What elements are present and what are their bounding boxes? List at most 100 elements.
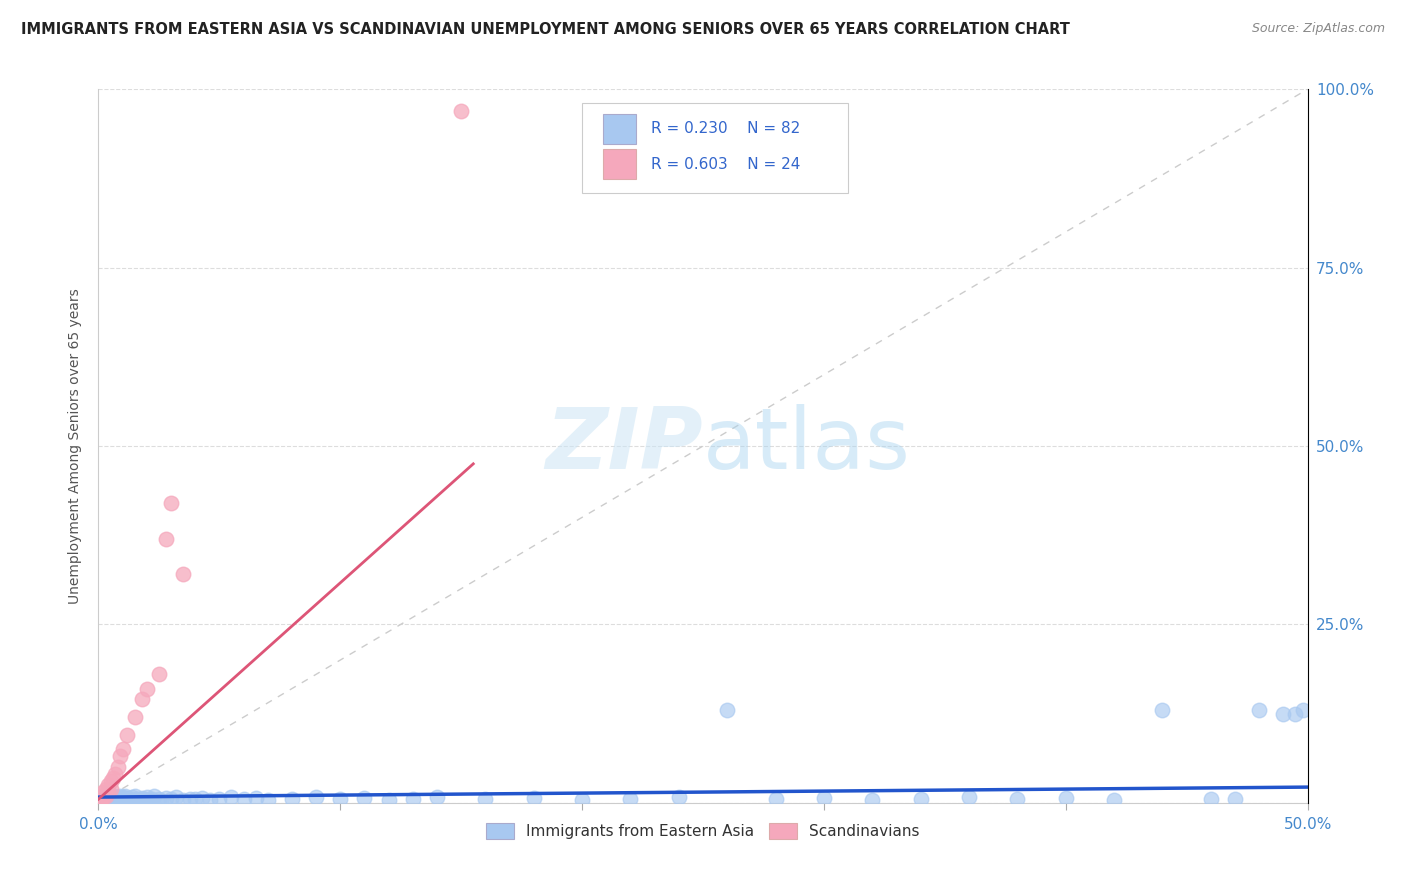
Point — [101, 771, 124, 785]
Text: R = 0.230    N = 82: R = 0.230 N = 82 — [651, 121, 800, 136]
Point — [97, 778, 120, 792]
Point — [138, 793, 160, 807]
Point — [474, 792, 496, 806]
Point — [150, 794, 173, 808]
Point — [100, 790, 122, 805]
Point — [619, 791, 641, 805]
Point — [108, 789, 131, 803]
Point — [134, 792, 156, 806]
Point — [305, 790, 328, 805]
Point — [148, 667, 170, 681]
Point — [1152, 703, 1174, 717]
Point — [100, 793, 122, 807]
Point — [668, 790, 690, 805]
Point — [1054, 790, 1077, 805]
Point — [165, 790, 187, 805]
Point — [91, 790, 114, 805]
Point — [329, 792, 352, 806]
Point — [94, 787, 117, 801]
Point — [155, 790, 177, 805]
Point — [97, 794, 120, 808]
Point — [114, 789, 136, 804]
Point — [118, 792, 141, 806]
Y-axis label: Unemployment Among Seniors over 65 years: Unemployment Among Seniors over 65 years — [69, 288, 83, 604]
FancyBboxPatch shape — [582, 103, 848, 193]
Point — [107, 793, 129, 807]
Point — [101, 790, 124, 805]
Point — [127, 791, 149, 805]
Point — [124, 710, 146, 724]
Point — [426, 790, 449, 805]
Point — [111, 793, 134, 807]
Point — [1223, 792, 1246, 806]
Point — [860, 793, 883, 807]
Point — [256, 793, 278, 807]
Point — [97, 785, 120, 799]
Point — [94, 789, 117, 803]
Point — [91, 794, 114, 808]
Point — [117, 794, 139, 808]
Text: IMMIGRANTS FROM EASTERN ASIA VS SCANDINAVIAN UNEMPLOYMENT AMONG SENIORS OVER 65 : IMMIGRANTS FROM EASTERN ASIA VS SCANDINA… — [21, 22, 1070, 37]
Point — [111, 790, 134, 805]
Point — [104, 767, 127, 781]
Point — [957, 790, 980, 805]
Point — [94, 781, 117, 796]
Point — [94, 792, 117, 806]
Point — [245, 790, 267, 805]
Text: Source: ZipAtlas.com: Source: ZipAtlas.com — [1251, 22, 1385, 36]
Point — [148, 792, 170, 806]
Point — [281, 791, 304, 805]
Point — [910, 791, 932, 805]
Point — [1272, 706, 1295, 721]
Point — [94, 789, 117, 803]
Point — [141, 791, 163, 805]
Point — [160, 496, 183, 510]
Point — [179, 791, 201, 805]
Point — [117, 728, 139, 742]
Point — [104, 789, 127, 804]
Bar — [603, 114, 637, 144]
Point — [104, 792, 127, 806]
Point — [100, 774, 122, 789]
Point — [184, 792, 207, 806]
Point — [135, 681, 157, 696]
Point — [716, 703, 738, 717]
Point — [450, 103, 472, 118]
Point — [117, 790, 139, 805]
Point — [97, 791, 120, 805]
Point — [765, 792, 787, 806]
Point — [97, 790, 120, 805]
Point — [91, 790, 114, 805]
Point — [191, 790, 214, 805]
Point — [107, 790, 129, 805]
Point — [128, 793, 150, 807]
Point — [124, 793, 146, 807]
Point — [114, 792, 136, 806]
Point — [1199, 791, 1222, 805]
Point — [232, 792, 254, 806]
Point — [198, 793, 221, 807]
Point — [523, 790, 546, 805]
Text: ZIP: ZIP — [546, 404, 703, 488]
Point — [107, 760, 129, 774]
Point — [121, 790, 143, 805]
Bar — [603, 149, 637, 179]
Point — [160, 792, 183, 806]
Legend: Immigrants from Eastern Asia, Scandinavians: Immigrants from Eastern Asia, Scandinavi… — [481, 817, 925, 845]
Point — [124, 789, 146, 804]
Point — [90, 789, 112, 803]
Point — [813, 790, 835, 805]
Point — [1249, 703, 1271, 717]
Point — [172, 793, 194, 807]
Point — [101, 794, 124, 808]
Point — [1102, 793, 1125, 807]
Point — [131, 692, 153, 706]
Point — [1007, 792, 1029, 806]
Point — [90, 792, 112, 806]
Point — [108, 749, 131, 764]
Point — [208, 791, 231, 805]
Point — [402, 791, 425, 805]
Point — [172, 567, 194, 582]
Point — [155, 532, 177, 546]
Point — [108, 791, 131, 805]
